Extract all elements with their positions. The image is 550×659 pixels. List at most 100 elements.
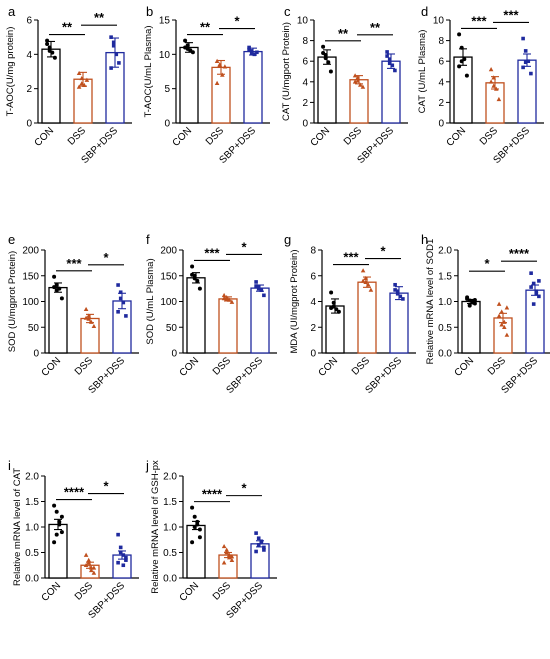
data-point [491,83,496,88]
bar-sbp-dss [517,59,537,124]
data-point [488,67,494,72]
y-tick-label: 50 [28,323,40,334]
data-point [465,296,470,301]
data-point [109,35,113,39]
data-point [252,52,257,57]
bar-con [453,56,473,124]
y-tick-label: 8 [438,36,444,47]
data-point [52,285,57,290]
data-point [190,272,195,277]
y-axis-label: MDA (UI/mgprot Protein) [289,250,300,354]
data-point [256,286,261,291]
data-point [190,540,195,545]
y-tick-label: 4 [438,77,444,88]
x-tick-label: CON [317,355,341,379]
x-tick-label: CON [40,580,64,604]
data-point [79,75,84,81]
data-point [45,42,50,47]
data-point [111,40,116,45]
x-tick-label: DSS [486,355,509,378]
data-point [259,539,264,544]
data-point [59,530,64,535]
x-tick-label: CON [178,580,202,604]
data-point [537,279,541,283]
data-point [254,280,258,284]
data-point [395,289,400,293]
data-point [76,84,82,89]
data-point [360,84,366,89]
y-tick-label: 0.5 [25,548,39,559]
data-point [183,38,188,43]
data-point [531,302,536,306]
data-point [54,288,59,293]
data-point [521,36,525,41]
data-point [118,290,123,295]
x-tick-label: CON [453,355,477,379]
data-point [393,282,397,287]
y-axis-label: Relative mRNA level of SOD1 [425,239,436,365]
data-point [54,532,59,537]
data-point [494,86,499,91]
data-point [118,545,123,550]
y-tick-label: 6 [310,271,316,282]
bar-sbp-dss [243,50,263,124]
y-tick-label: 2 [438,98,444,109]
data-point [488,79,494,84]
significance-label: *** [204,245,220,260]
y-tick-label: 0.5 [438,323,452,334]
y-tick-label: 4 [26,50,32,61]
significance-label: ** [62,20,73,35]
panel-letter: c [284,4,291,19]
data-point [59,296,64,301]
y-tick-label: 0 [33,349,39,360]
bar-con [317,56,337,124]
data-point [86,316,91,321]
data-point [385,50,389,54]
data-point [254,284,258,288]
panel-letter: j [145,458,149,473]
y-tick-label: 100 [160,297,177,308]
data-point [537,294,541,299]
data-point [328,69,333,74]
data-point [229,299,235,304]
data-point [491,75,496,80]
y-tick-label: 6 [302,57,308,68]
x-tick-label: CON [445,125,469,149]
data-point [52,503,57,508]
y-tick-label: 2 [26,84,32,95]
data-point [401,297,405,301]
y-tick-label: 10 [297,16,309,27]
significance-label: ** [200,20,211,35]
significance-label: ** [94,10,105,25]
data-point [190,264,195,269]
significance-label: * [484,256,490,271]
data-point [83,306,89,312]
bar-con [48,286,68,354]
y-tick-label: 10 [433,16,445,27]
data-point [47,45,52,50]
data-point [336,309,341,314]
data-point [262,545,266,550]
data-point [83,315,89,320]
significance-label: **** [509,246,530,261]
significance-label: * [380,244,386,259]
data-point [467,303,472,308]
data-point [393,288,397,292]
data-point [366,282,371,287]
data-point [121,563,126,568]
y-tick-label: 0 [26,119,32,130]
data-point [185,46,190,51]
data-point [229,557,235,562]
y-tick-label: 4 [310,297,316,308]
data-point [91,570,97,575]
data-point [457,64,462,69]
data-point [86,557,91,562]
data-point [83,552,89,557]
data-point [214,80,220,85]
y-axis-label: CAT (U/mL Plasma) [417,30,428,114]
data-point [390,63,395,68]
